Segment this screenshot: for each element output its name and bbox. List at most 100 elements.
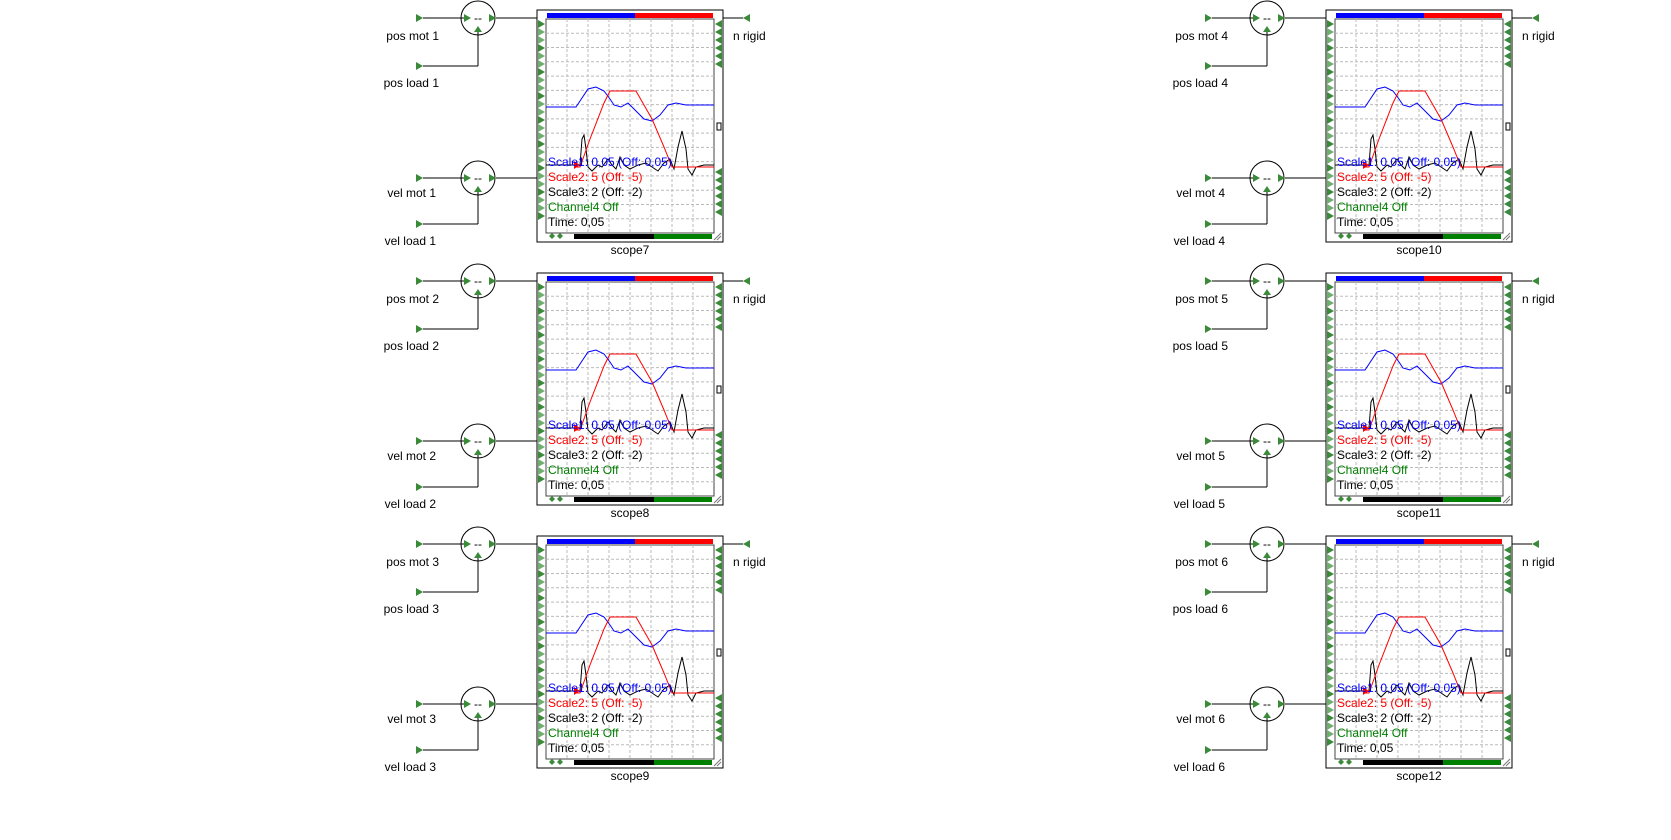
port-arrow-icon[interactable] xyxy=(1504,20,1511,28)
port-arrow-icon[interactable] xyxy=(1205,483,1212,491)
port-arrow-icon[interactable] xyxy=(1327,196,1334,204)
port-arrow-icon[interactable] xyxy=(464,277,471,285)
port-arrow-icon[interactable] xyxy=(715,208,722,216)
port-arrow-icon[interactable] xyxy=(1327,92,1334,100)
port-arrow-icon[interactable] xyxy=(489,700,496,708)
port-arrow-icon[interactable] xyxy=(538,212,545,220)
port-arrow-icon[interactable] xyxy=(538,164,545,172)
port-arrow-icon[interactable] xyxy=(1263,552,1271,558)
port-arrow-icon[interactable] xyxy=(538,459,545,467)
port-arrow-icon[interactable] xyxy=(715,546,722,554)
scope-block[interactable]: Scale1: 0,05 (Off: 0,05)Scale2: 5 (Off: … xyxy=(536,9,724,243)
port-arrow-icon[interactable] xyxy=(715,28,722,36)
port-arrow-icon[interactable] xyxy=(538,315,545,323)
port-arrow-icon[interactable] xyxy=(715,315,722,323)
port-arrow-icon[interactable] xyxy=(1532,540,1539,548)
port-arrow-icon[interactable] xyxy=(538,355,545,363)
port-arrow-icon[interactable] xyxy=(1327,299,1334,307)
port-arrow-icon[interactable] xyxy=(538,618,545,626)
port-arrow-icon[interactable] xyxy=(1278,437,1285,445)
port-arrow-icon[interactable] xyxy=(1327,427,1334,435)
port-arrow-icon[interactable] xyxy=(538,196,545,204)
resize-grip-icon[interactable] xyxy=(716,235,722,241)
port-arrow-icon[interactable] xyxy=(538,738,545,746)
port-arrow-icon[interactable] xyxy=(538,60,545,68)
port-arrow-icon[interactable] xyxy=(1327,124,1334,132)
port-arrow-icon[interactable] xyxy=(715,431,722,439)
port-arrow-icon[interactable] xyxy=(1327,100,1334,108)
port-arrow-icon[interactable] xyxy=(464,437,471,445)
port-arrow-icon[interactable] xyxy=(743,14,750,22)
port-arrow-icon[interactable] xyxy=(538,204,545,212)
port-arrow-icon[interactable] xyxy=(1504,586,1511,594)
port-arrow-icon[interactable] xyxy=(538,682,545,690)
port-arrow-icon[interactable] xyxy=(1532,14,1539,22)
port-arrow-icon[interactable] xyxy=(715,184,722,192)
port-arrow-icon[interactable] xyxy=(538,634,545,642)
resize-grip-icon[interactable] xyxy=(1505,761,1511,767)
port-arrow-icon[interactable] xyxy=(1327,60,1334,68)
port-arrow-icon[interactable] xyxy=(715,734,722,742)
port-arrow-icon[interactable] xyxy=(538,28,545,36)
port-arrow-icon[interactable] xyxy=(538,730,545,738)
resize-grip-icon[interactable] xyxy=(716,761,722,767)
port-arrow-icon[interactable] xyxy=(1327,459,1334,467)
port-arrow-icon[interactable] xyxy=(1327,188,1334,196)
port-arrow-icon[interactable] xyxy=(715,283,722,291)
port-arrow-icon[interactable] xyxy=(538,706,545,714)
port-arrow-icon[interactable] xyxy=(1327,164,1334,172)
port-arrow-icon[interactable] xyxy=(1327,132,1334,140)
port-arrow-icon[interactable] xyxy=(538,642,545,650)
port-arrow-icon[interactable] xyxy=(715,570,722,578)
port-arrow-icon[interactable] xyxy=(538,403,545,411)
port-arrow-icon[interactable] xyxy=(1504,176,1511,184)
summing-junction[interactable]: -- xyxy=(1249,686,1285,722)
port-arrow-icon[interactable] xyxy=(1504,734,1511,742)
port-arrow-icon[interactable] xyxy=(489,277,496,285)
port-arrow-icon[interactable] xyxy=(1504,323,1511,331)
port-arrow-icon[interactable] xyxy=(715,455,722,463)
port-arrow-icon[interactable] xyxy=(1327,76,1334,84)
port-arrow-icon[interactable] xyxy=(538,475,545,483)
port-arrow-icon[interactable] xyxy=(715,463,722,471)
port-arrow-icon[interactable] xyxy=(538,347,545,355)
port-arrow-icon[interactable] xyxy=(538,180,545,188)
port-arrow-icon[interactable] xyxy=(489,174,496,182)
port-arrow-icon[interactable] xyxy=(1504,710,1511,718)
summing-junction[interactable]: -- xyxy=(1249,0,1285,36)
port-arrow-icon[interactable] xyxy=(715,439,722,447)
port-arrow-icon[interactable] xyxy=(1504,28,1511,36)
summing-junction[interactable]: -- xyxy=(460,160,496,196)
port-arrow-icon[interactable] xyxy=(1327,570,1334,578)
port-arrow-icon[interactable] xyxy=(538,299,545,307)
port-arrow-icon[interactable] xyxy=(715,578,722,586)
resize-grip-icon[interactable] xyxy=(716,498,722,504)
port-arrow-icon[interactable] xyxy=(1205,325,1212,333)
port-arrow-icon[interactable] xyxy=(464,14,471,22)
port-arrow-icon[interactable] xyxy=(1327,84,1334,92)
port-arrow-icon[interactable] xyxy=(538,331,545,339)
port-arrow-icon[interactable] xyxy=(474,289,482,295)
port-arrow-icon[interactable] xyxy=(1504,52,1511,60)
port-arrow-icon[interactable] xyxy=(538,467,545,475)
port-arrow-icon[interactable] xyxy=(715,200,722,208)
port-arrow-icon[interactable] xyxy=(464,174,471,182)
port-arrow-icon[interactable] xyxy=(1327,666,1334,674)
port-arrow-icon[interactable] xyxy=(715,176,722,184)
port-arrow-icon[interactable] xyxy=(538,52,545,60)
port-arrow-icon[interactable] xyxy=(538,379,545,387)
port-arrow-icon[interactable] xyxy=(1327,156,1334,164)
port-arrow-icon[interactable] xyxy=(538,395,545,403)
port-arrow-icon[interactable] xyxy=(1504,463,1511,471)
port-arrow-icon[interactable] xyxy=(1504,44,1511,52)
port-arrow-icon[interactable] xyxy=(1327,730,1334,738)
port-arrow-icon[interactable] xyxy=(1327,180,1334,188)
port-arrow-icon[interactable] xyxy=(538,323,545,331)
summing-junction[interactable]: -- xyxy=(1249,160,1285,196)
port-arrow-icon[interactable] xyxy=(1504,315,1511,323)
port-arrow-icon[interactable] xyxy=(1327,419,1334,427)
scope-block[interactable]: Scale1: 0,05 (Off: 0,05)Scale2: 5 (Off: … xyxy=(1325,535,1513,769)
resize-grip-icon[interactable] xyxy=(1502,232,1511,241)
port-arrow-icon[interactable] xyxy=(715,562,722,570)
port-arrow-icon[interactable] xyxy=(715,291,722,299)
